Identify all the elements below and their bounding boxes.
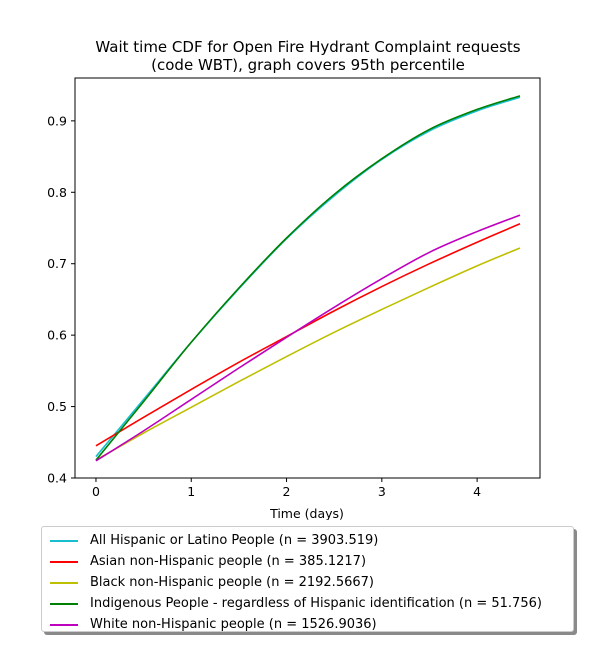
legend-swatch <box>50 623 78 626</box>
y-tick-label: 0.7 <box>47 256 67 271</box>
legend-label: White non-Hispanic people (n = 1526.9036… <box>90 617 377 632</box>
legend-swatch <box>50 560 78 563</box>
y-tick-label: 0.4 <box>47 471 67 486</box>
y-tick-label: 0.5 <box>47 399 67 414</box>
plot-frame <box>74 77 541 479</box>
legend-item: Asian non-Hispanic people (n = 385.1217) <box>50 551 565 572</box>
y-tick-label: 0.9 <box>47 113 67 128</box>
series-line-2 <box>95 247 521 461</box>
chart: Wait time CDF for Open Fire Hydrant Comp… <box>47 38 541 520</box>
x-tick-label: 0 <box>92 484 100 499</box>
y-tick-label: 0.8 <box>47 185 67 200</box>
legend-swatch <box>50 581 78 584</box>
legend-swatch <box>50 602 78 605</box>
series-line-0 <box>95 96 521 458</box>
x-axis-label: Time (days) <box>269 506 344 520</box>
series-line-1 <box>95 222 521 447</box>
legend-item: Indigenous People - regardless of Hispan… <box>50 593 565 614</box>
legend-label: Indigenous People - regardless of Hispan… <box>90 596 542 611</box>
x-tick-label: 4 <box>473 484 481 499</box>
chart-title-line1: Wait time CDF for Open Fire Hydrant Comp… <box>95 38 520 56</box>
x-tick-label: 1 <box>187 484 195 499</box>
legend-label: Asian non-Hispanic people (n = 385.1217) <box>90 554 367 569</box>
x-tick-label: 2 <box>283 484 291 499</box>
legend-label: All Hispanic or Latino People (n = 3903.… <box>90 533 379 548</box>
y-tick-label: 0.6 <box>47 328 67 343</box>
legend-item: White non-Hispanic people (n = 1526.9036… <box>50 614 565 635</box>
series-line-4 <box>95 214 521 462</box>
series-line-3 <box>95 95 521 461</box>
y-axis: 0.4 0.5 0.6 0.7 0.8 0.9 <box>47 113 75 486</box>
x-axis: 0 1 2 3 4 <box>92 478 481 499</box>
legend-item: All Hispanic or Latino People (n = 3903.… <box>50 530 565 551</box>
chart-title-line2: (code WBT), graph covers 95th percentile <box>151 56 465 74</box>
legend-label: Black non-Hispanic people (n = 2192.5667… <box>90 575 374 590</box>
legend-swatch <box>50 539 78 542</box>
legend: All Hispanic or Latino People (n = 3903.… <box>41 526 574 632</box>
plot-lines <box>95 95 521 462</box>
x-tick-label: 3 <box>378 484 386 499</box>
legend-item: Black non-Hispanic people (n = 2192.5667… <box>50 572 565 593</box>
